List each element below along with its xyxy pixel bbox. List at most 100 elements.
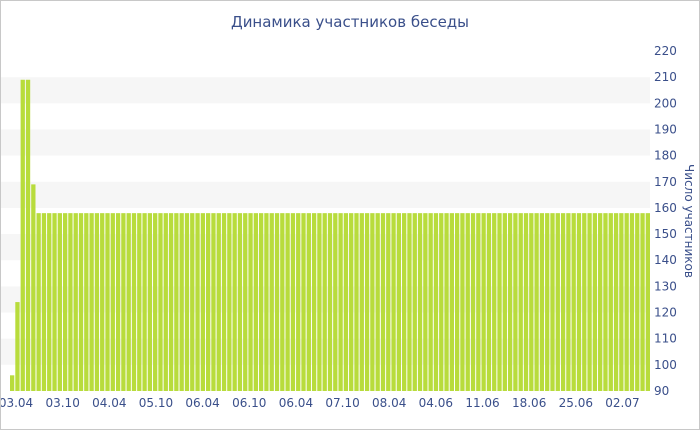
bar <box>645 213 650 391</box>
bar <box>36 213 41 391</box>
bar <box>571 213 576 391</box>
bar <box>613 213 619 391</box>
bar <box>465 213 470 391</box>
bar <box>20 79 25 392</box>
bar <box>523 213 529 391</box>
y-tick-label: 200 <box>654 96 677 110</box>
y-tick-label: 190 <box>654 122 677 136</box>
bar <box>253 213 258 391</box>
bar <box>433 213 439 391</box>
grid-band <box>1 129 650 156</box>
bar <box>349 213 354 391</box>
bar <box>41 213 47 391</box>
bar <box>412 213 417 391</box>
bar <box>227 213 232 391</box>
bar <box>375 213 380 391</box>
y-tick-label: 160 <box>654 201 677 215</box>
bar <box>306 213 311 391</box>
bar <box>449 213 454 391</box>
y-tick-label: 170 <box>654 175 677 189</box>
bar <box>587 213 592 391</box>
bar <box>502 213 507 391</box>
bar <box>105 213 110 391</box>
bar <box>121 213 126 391</box>
y-tick-label: 100 <box>654 358 677 372</box>
bar <box>269 213 274 391</box>
chart-title: Динамика участников беседы <box>230 13 470 31</box>
bar <box>52 213 57 391</box>
bar <box>359 213 364 391</box>
y-tick-label: 180 <box>654 149 677 163</box>
bar <box>68 213 73 391</box>
x-tick-label: 06.04 <box>279 396 313 410</box>
bar <box>25 79 31 392</box>
bar <box>126 213 131 391</box>
x-tick-label: 06.10 <box>232 396 266 410</box>
bar <box>635 213 640 391</box>
bar <box>94 213 100 391</box>
bar <box>423 213 428 391</box>
bar <box>407 213 412 391</box>
bar <box>386 213 391 391</box>
bar <box>10 375 15 391</box>
bar <box>285 213 290 391</box>
bar <box>221 213 227 391</box>
x-tick-label: 18.06 <box>512 396 546 410</box>
bar <box>311 213 317 391</box>
bar <box>15 302 20 391</box>
bar <box>100 213 105 391</box>
bar <box>232 213 237 391</box>
x-tick-label: 06.04 <box>185 396 219 410</box>
bar <box>539 213 545 391</box>
bar <box>301 213 306 391</box>
bar <box>534 213 539 391</box>
bar <box>115 213 121 391</box>
bar <box>619 213 624 391</box>
bar <box>402 213 407 391</box>
bar <box>142 213 147 391</box>
bar <box>608 213 613 391</box>
bar <box>158 213 163 391</box>
grid-band <box>1 181 650 208</box>
bar <box>497 213 502 391</box>
bar <box>486 213 492 391</box>
bar <box>147 213 153 391</box>
bar <box>57 213 62 391</box>
bar <box>89 213 94 391</box>
x-tick-label: 02.07 <box>605 396 639 410</box>
x-tick-label: 04.06 <box>419 396 453 410</box>
y-tick-label: 150 <box>654 227 677 241</box>
bar <box>248 213 253 391</box>
x-tick-label: 05.10 <box>139 396 173 410</box>
bar <box>163 213 168 391</box>
bar <box>518 213 523 391</box>
bar <box>333 213 338 391</box>
bar <box>153 213 158 391</box>
x-axis-ticks: 03.04 03.10 04.04 05.10 06.04 06.10 06.04 07.10… <box>1 396 640 410</box>
bar <box>168 213 174 391</box>
bar <box>470 213 476 391</box>
x-tick-label: 11.06 <box>465 396 499 410</box>
bar <box>492 213 497 391</box>
bar <box>576 213 582 391</box>
bar <box>110 213 115 391</box>
bar <box>174 213 179 391</box>
bar <box>327 213 333 391</box>
bar <box>322 213 327 391</box>
grid-band <box>1 77 650 104</box>
bar <box>629 213 635 391</box>
bar <box>592 213 598 391</box>
bar <box>243 213 248 391</box>
bar <box>428 213 433 391</box>
bar <box>78 213 84 391</box>
bar <box>439 213 444 391</box>
bar <box>190 213 195 391</box>
bar <box>460 213 465 391</box>
bar <box>290 213 296 391</box>
bar <box>137 213 142 391</box>
bar <box>481 213 486 391</box>
y-tick-label: 130 <box>654 279 677 293</box>
x-tick-label: 07.10 <box>325 396 359 410</box>
x-tick-label: 03.04 <box>1 396 33 410</box>
